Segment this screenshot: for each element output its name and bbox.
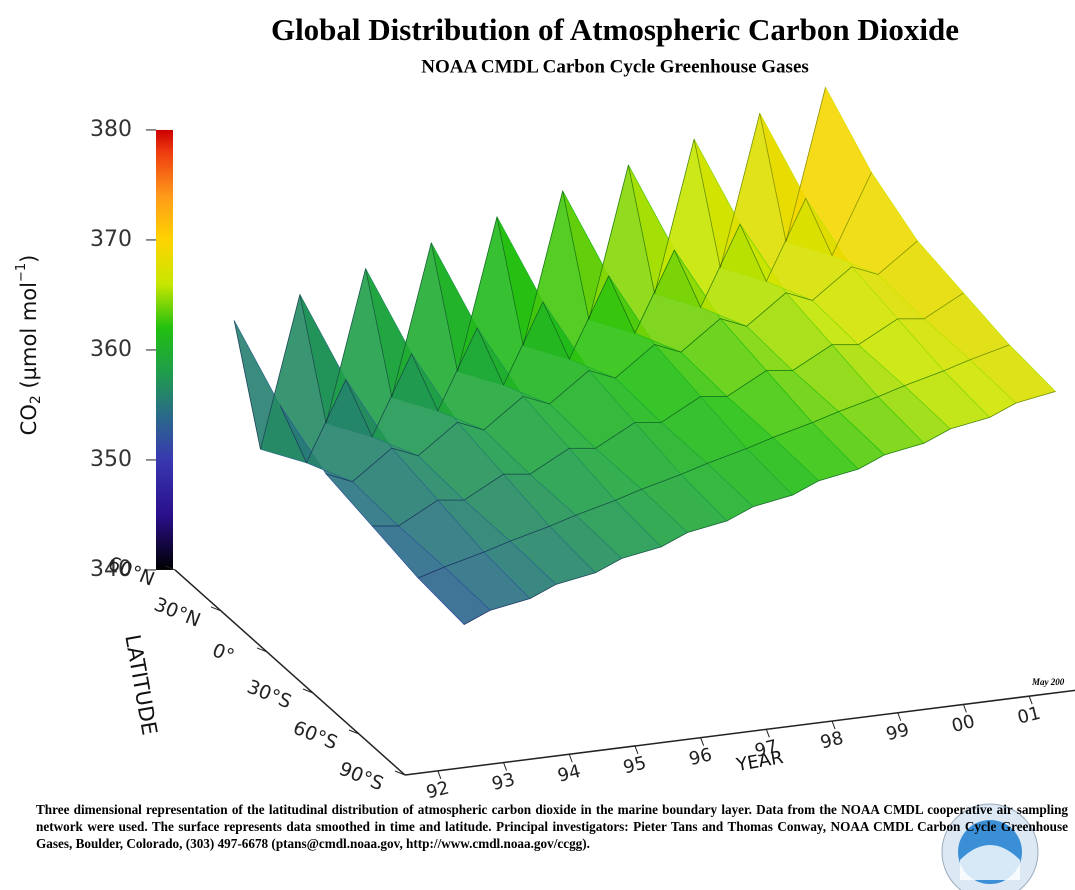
x-tick (503, 762, 508, 771)
lat-tick (302, 688, 314, 694)
x-tick (897, 712, 902, 721)
latitude-line (463, 391, 1056, 625)
lat-tick-label: 30°N (151, 593, 204, 631)
x-tick (568, 754, 573, 763)
x-tick (700, 737, 705, 746)
latitude-line (233, 87, 826, 450)
x-tick-label: 95 (621, 753, 648, 779)
z-tick-label: 360 (90, 337, 132, 362)
x-tick (765, 729, 770, 738)
z-label-sub: 2 (28, 395, 44, 404)
x-tick-label: 93 (490, 769, 517, 795)
lat-tick (210, 606, 222, 612)
x-tick-label: 00 (950, 711, 977, 737)
z-label-unit: (µmol mol (17, 282, 41, 395)
x-tick-label: 96 (687, 744, 714, 770)
lat-tick (256, 647, 268, 653)
latitude-line (372, 292, 964, 527)
x-tick (1028, 695, 1033, 705)
latitude-line (326, 240, 918, 483)
surface-patch (969, 344, 1057, 404)
latitude-line (279, 172, 872, 464)
x-tick (437, 770, 442, 780)
z-label-main: CO (17, 404, 41, 435)
z-label-exp: −1 (14, 263, 29, 282)
x-tick-label: 98 (818, 728, 845, 754)
lat-tick-label: 90°S (336, 758, 387, 796)
x-tick-label: 99 (884, 719, 911, 745)
x-tick (962, 704, 967, 713)
lat-tick-label: 30°S (244, 676, 295, 714)
z-tick-label: 340 (90, 557, 132, 582)
x-tick (831, 720, 836, 730)
lat-tick-label: 0° (209, 639, 237, 667)
z-tick-label: 380 (90, 117, 132, 142)
lat-tick (348, 729, 360, 735)
z-label-close: ) (17, 255, 41, 263)
latitude-line (417, 344, 1010, 579)
z-tick-label: 350 (90, 447, 132, 472)
x-tick-label: 92 (424, 777, 451, 803)
x-tick (634, 745, 639, 755)
z-axis-label: CO2 (µmol mol−1) (14, 255, 45, 436)
chart-title: Global Distribution of Atmospheric Carbo… (271, 12, 959, 47)
lat-tick (164, 565, 176, 571)
colorbar (156, 129, 173, 570)
caption: Three dimensional representation of the … (36, 802, 1068, 851)
surface (233, 86, 1057, 625)
noaa-logo (941, 803, 1039, 890)
lat-tick-label: 60°S (290, 717, 341, 755)
chart-subtitle: NOAA CMDL Carbon Cycle Greenhouse Gases (421, 56, 809, 77)
z-tick-label: 370 (90, 227, 132, 252)
x-tick-label: 94 (555, 761, 582, 787)
lat-axis (174, 569, 406, 776)
lat-axis-label: LATITUDE (120, 633, 161, 737)
lat-tick (394, 770, 406, 776)
date-note: May 200 (1031, 677, 1065, 687)
x-tick-label: 01 (1015, 703, 1042, 729)
logo-bird (960, 845, 1020, 880)
